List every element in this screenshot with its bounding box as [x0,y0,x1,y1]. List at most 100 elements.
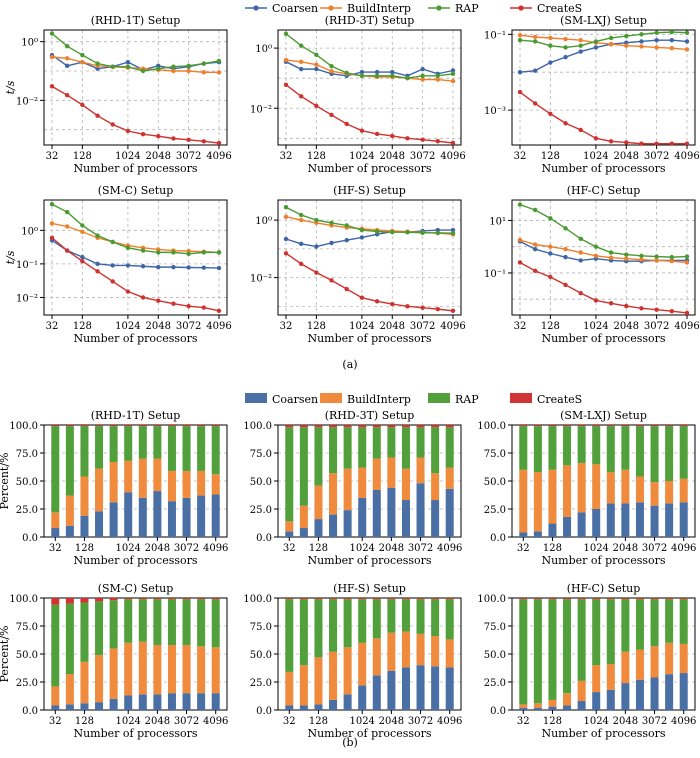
bar-buildinterp [401,631,410,668]
bar-buildinterp [416,457,425,484]
data-point [450,71,456,76]
bar-coarsen [80,515,89,537]
bar-coarsen [592,509,601,537]
bar-rap [387,427,396,458]
panel-title: (SM-C) Setup [98,184,174,197]
bar-rap [153,599,162,646]
data-point [156,250,161,255]
bar-buildinterp [329,473,338,515]
x-axis-label: Number of processors [307,554,431,567]
x-tick-label: 128 [543,716,562,727]
data-point [654,254,659,259]
data-point [156,264,161,270]
legend-swatch-0 [245,393,267,403]
y-tick-label: 0.0 [490,533,506,544]
bar-buildinterp [577,680,586,702]
bar-creates [65,425,74,427]
panel-group-b: 32 128 1024 2048 3072 4096 0.0 25.0 50.0 75.0 100.… [0,409,696,740]
bar-rap [431,427,440,474]
bar-creates [182,425,191,427]
bar-buildinterp [285,671,294,706]
data-point [669,258,675,264]
data-point [186,251,191,256]
x-tick-label: 32 [46,151,59,162]
bar-creates [51,598,60,605]
bar-creates [401,425,410,428]
bar-buildinterp [372,458,381,490]
legend-label-2: RAP [455,2,479,15]
legend-marker-2 [436,5,442,11]
bar-rap [153,426,162,459]
data-point [171,136,176,141]
x-tick-label: 2048 [146,321,171,332]
data-point [186,63,191,69]
bar-buildinterp [416,633,425,666]
bar-buildinterp [299,505,308,529]
bar-panel-10: 32 128 1024 2048 3072 4096 0.0 25.0 50.0 75.0 100.… [243,582,462,740]
bar-rap [592,599,601,666]
bar-buildinterp [182,470,191,498]
data-point [80,254,85,260]
bar-panel-11: 32 128 1024 2048 3072 4096 0.0 25.0 50.0 75.0 100.… [477,582,696,740]
bar-buildinterp [548,699,557,707]
x-tick-label: 3072 [408,716,433,727]
data-point [390,69,395,75]
series-line-coarsen [51,239,220,269]
data-point [608,255,614,260]
data-point [624,140,629,145]
data-point [548,35,553,41]
data-point [684,39,690,44]
data-point [374,131,380,137]
bar-buildinterp [153,458,162,492]
bar-rap [95,601,104,656]
line-panel-5: 32 128 1024 2048 3072 4096 10¹ 10⁻¹ (HF-C) Setup… [484,184,700,345]
bar-creates [65,598,74,604]
bar-rap [533,599,542,704]
data-point [450,78,456,84]
series-line-buildinterp [519,239,688,264]
bar-coarsen [343,694,352,710]
data-point [80,259,85,264]
x-tick-label: 1024 [115,321,140,332]
data-point [64,44,70,49]
y-tick-label: 25.0 [250,678,272,689]
bar-buildinterp [548,469,557,524]
x-tick-label: 128 [309,543,328,554]
bar-coarsen [372,489,381,537]
data-point [49,235,55,240]
data-point [374,299,380,304]
bar-coarsen [197,693,206,710]
data-point [654,30,659,35]
series-line-coarsen [519,39,688,73]
bar-buildinterp [51,686,60,706]
data-point [548,216,553,221]
line-panel-4: 32 128 1024 2048 3072 4096 10⁰ 10⁻² (HF-S) Setup… [250,184,466,345]
legend-marker-0 [253,5,259,11]
x-tick-label: 3072 [642,716,667,727]
x-tick-label: 4096 [440,321,465,332]
bar-rap [563,426,572,466]
panel-title: (HF-S) Setup [333,184,406,197]
data-point [593,45,599,50]
bar-coarsen [533,707,542,710]
x-tick-label: 1024 [583,321,608,332]
data-point [283,214,289,220]
bar-coarsen [635,502,644,537]
legend-label-1: BuildInterp [347,2,411,15]
y-tick-label: 75.0 [250,622,272,633]
data-point [298,241,304,246]
y-axis-label: Percent/% [0,625,11,682]
legend-swatch-1 [320,393,342,403]
data-point [80,102,85,108]
y-tick-label: 100.0 [477,421,506,432]
bar-rap [211,599,220,648]
data-point [548,111,553,116]
data-point [49,221,55,226]
bar-rap [416,427,425,458]
bar-coarsen [329,699,338,710]
series-line-rap [519,31,688,49]
bar-coarsen [577,512,586,537]
data-point [405,136,410,141]
bar-coarsen [211,693,220,710]
y-tick-label: 75.0 [484,622,506,633]
